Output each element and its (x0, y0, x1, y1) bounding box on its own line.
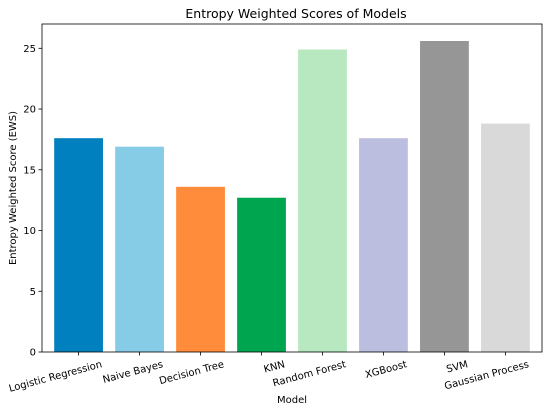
x-tick-label: Naive Bayes (102, 359, 165, 386)
y-tick-label: 25 (23, 44, 36, 55)
x-tick-label: Decision Tree (158, 359, 225, 387)
y-tick-label: 0 (30, 348, 36, 359)
x-tick-label: SVM (445, 359, 469, 375)
bar-xgboost (359, 138, 408, 352)
y-tick-label: 5 (30, 287, 36, 298)
x-tick-label: XGBoost (364, 359, 408, 381)
bar-logistic-regression (54, 138, 103, 352)
y-axis-label: Entropy Weighted Score (EWS) (8, 111, 19, 265)
bar-svm (420, 41, 469, 352)
bar-knn (237, 197, 286, 352)
bar-naive-bayes (115, 146, 164, 352)
y-tick-label: 15 (23, 165, 36, 176)
x-tick-label: KNN (263, 359, 287, 375)
chart-title: Entropy Weighted Scores of Models (185, 6, 406, 21)
y-tick-label: 20 (23, 105, 36, 116)
bar-random-forest (298, 49, 347, 353)
bar-gaussian-process (481, 123, 530, 353)
bar-decision-tree (176, 186, 225, 352)
bars-group (54, 41, 530, 353)
x-axis-label: Model (277, 395, 307, 406)
y-axis: 0 5 10 15 20 25 (23, 44, 42, 359)
x-tick-label: Logistic Regression (8, 359, 104, 394)
y-tick-label: 10 (23, 226, 36, 237)
plot-frame (41, 23, 543, 353)
